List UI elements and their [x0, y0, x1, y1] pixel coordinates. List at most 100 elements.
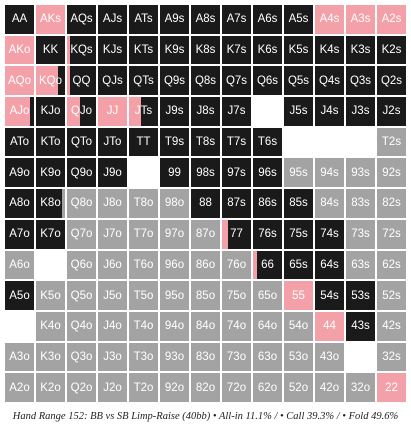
- freq-bar-c: [222, 189, 251, 218]
- hand-label: Q8s: [194, 74, 217, 87]
- hand-cell-72o: 72o: [221, 372, 252, 403]
- hand-label: 72s: [382, 228, 401, 241]
- hand-cell-Q4s: Q4s: [314, 65, 345, 97]
- hand-label: A2s: [381, 13, 402, 26]
- hand-cell-T7o: T7o: [128, 218, 159, 250]
- freq-bar-f: [377, 219, 406, 249]
- hand-label: 92s: [382, 166, 401, 179]
- freq-bar-f: [222, 373, 251, 402]
- hand-cell-32s: 32s: [376, 341, 407, 373]
- freq-bar-a: [377, 5, 406, 34]
- hand-cell-K4o: K4o: [35, 310, 66, 342]
- hand-label: K7o: [40, 228, 61, 241]
- hand-label: J4s: [320, 105, 339, 118]
- hand-cell-95o: 95o: [159, 280, 190, 311]
- hand-label: 87o: [195, 228, 216, 241]
- freq-bar-f: [129, 311, 158, 341]
- hand-cell-87s: 87s: [221, 188, 252, 219]
- hand-label: 53s: [351, 289, 370, 302]
- hand-label: QTs: [133, 74, 154, 87]
- hand-cell-T4o: T4o: [128, 310, 159, 342]
- hand-label: T2s: [381, 136, 402, 149]
- freq-bar-c: [222, 97, 251, 126]
- hand-label: 97o: [164, 228, 185, 241]
- freq-bar-f: [98, 219, 127, 249]
- hand-cell-85o: 85o: [190, 280, 221, 311]
- hand-range-grid: AA AKs AQs AJs ATs A9s A8s A7s A6s A5s A4s A3s A2s AK…: [4, 4, 407, 403]
- hand-label: K9s: [164, 44, 185, 57]
- hand-label: 55: [292, 289, 305, 302]
- hand-cell-Q6s: Q6s: [252, 65, 283, 97]
- hand-cell-86o: 86o: [190, 249, 221, 281]
- freq-bar-c: [253, 35, 282, 65]
- hand-cell-J8s: J8s: [190, 96, 221, 127]
- hand-label: AQo: [7, 74, 31, 87]
- hand-cell-empty-4-11: [345, 126, 376, 158]
- freq-bar-c: [315, 97, 344, 126]
- hand-label: Q2o: [70, 381, 93, 394]
- freq-bar-a: [36, 5, 65, 34]
- freq-bar-c: [69, 35, 96, 65]
- hand-cell-52o: 52o: [283, 372, 314, 403]
- hand-cell-AA: AA: [4, 4, 35, 35]
- hand-label: J9o: [103, 166, 122, 179]
- freq-bar-f: [98, 250, 127, 280]
- hand-cell-K8s: K8s: [190, 34, 221, 66]
- hand-label: K3s: [350, 44, 371, 57]
- hand-cell-empty-4-9: [283, 126, 314, 158]
- freq-bar-f: [377, 127, 406, 157]
- hand-label: 74o: [226, 320, 247, 333]
- freq-bar-c: [160, 158, 189, 188]
- freq-bar-c: [129, 5, 158, 34]
- freq-bar-c: [346, 281, 375, 310]
- hand-label: K9o: [40, 166, 61, 179]
- freq-bar-c: [253, 5, 282, 34]
- hand-cell-AJs: AJs: [97, 4, 128, 35]
- hand-cell-empty-10-0: [4, 310, 35, 342]
- hand-cell-empty-5-4: [128, 157, 159, 189]
- freq-bar-c: [80, 97, 96, 126]
- hand-label: T7s: [226, 136, 247, 149]
- hand-cell-K5o: K5o: [35, 280, 66, 311]
- freq-bar-c: [284, 189, 313, 218]
- freq-bar-f: [5, 250, 34, 280]
- hand-cell-K9o: K9o: [35, 157, 66, 189]
- hand-label: Q8o: [70, 197, 93, 210]
- freq-bar-c: [377, 97, 406, 126]
- hand-cell-empty-8-1: [35, 249, 66, 281]
- hand-label: AA: [11, 13, 28, 26]
- hand-label: A6s: [257, 13, 278, 26]
- hand-cell-J2s: J2s: [376, 96, 407, 127]
- freq-bar-c: [253, 127, 282, 157]
- freq-bar-c: [222, 158, 251, 188]
- freq-bar-f: [129, 189, 158, 218]
- hand-cell-Q9o: Q9o: [66, 157, 97, 189]
- hand-label: 98s: [196, 166, 215, 179]
- freq-bar-f: [36, 373, 65, 402]
- freq-bar-c: [284, 35, 313, 65]
- hand-cell-A2o: A2o: [4, 372, 35, 403]
- hand-cell-T8s: T8s: [190, 126, 221, 158]
- hand-cell-Q9s: Q9s: [159, 65, 190, 97]
- hand-label: Q4o: [70, 320, 93, 333]
- hand-label: 66: [261, 258, 274, 271]
- hand-label: JTo: [103, 136, 122, 149]
- hand-label: 22: [385, 381, 398, 394]
- freq-bar-f: [253, 373, 282, 402]
- hand-label: J9s: [165, 105, 184, 118]
- freq-bar-f: [346, 250, 375, 280]
- freq-bar-c: [284, 219, 313, 249]
- hand-cell-K2s: K2s: [376, 34, 407, 66]
- hand-cell-K6s: K6s: [252, 34, 283, 66]
- freq-bar-c: [67, 158, 96, 188]
- freq-bar-f: [222, 311, 251, 341]
- hand-cell-98s: 98s: [190, 157, 221, 189]
- freq-bar-c: [346, 66, 375, 96]
- hand-label: A9o: [9, 166, 30, 179]
- hand-cell-72s: 72s: [376, 218, 407, 250]
- freq-bar-c: [69, 66, 96, 96]
- freq-bar-f: [129, 219, 158, 249]
- hand-cell-A3s: A3s: [345, 4, 376, 35]
- hand-cell-83s: 83s: [345, 188, 376, 219]
- freq-bar-c: [29, 97, 34, 126]
